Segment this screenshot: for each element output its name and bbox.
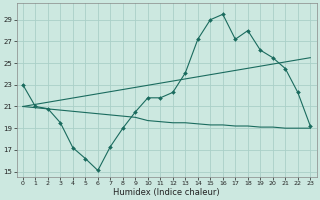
X-axis label: Humidex (Indice chaleur): Humidex (Indice chaleur) <box>113 188 220 197</box>
